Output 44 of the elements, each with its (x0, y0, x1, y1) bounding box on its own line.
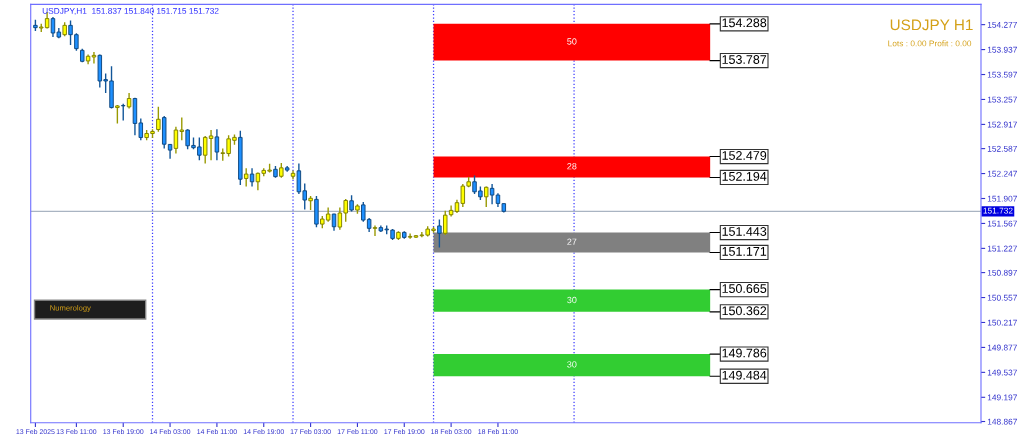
y-tick-label: 154.277 (987, 21, 1017, 28)
annotation: 151.443 (722, 227, 767, 236)
y-tick-label: 153.597 (987, 71, 1017, 78)
candlestick (249, 167, 255, 188)
annotation: 150.362 (722, 306, 767, 316)
candlestick (443, 210, 448, 236)
y-tick-label: 151.227 (987, 245, 1017, 252)
y-tick-label: 152.917 (987, 121, 1017, 128)
annotation: 153.787 (722, 55, 767, 64)
band-label: 30 (567, 296, 577, 304)
y-tick-label: 152.587 (987, 145, 1017, 152)
y-tick-label: 149.877 (987, 344, 1017, 351)
band-label: 28 (567, 163, 577, 170)
annotation: 152.194 (722, 171, 767, 181)
annotation: 154.288 (722, 18, 767, 28)
annotation: 149.786 (722, 348, 767, 358)
y-tick-label: 153.937 (987, 46, 1017, 53)
annotation: 149.484 (722, 370, 767, 380)
annotation: 151.171 (722, 247, 767, 256)
chart-title: USDJPY,H1 151.837 151.840 151.715 151.732 (42, 7, 219, 15)
candlestick (437, 218, 442, 249)
candlestick (243, 167, 249, 188)
band-label: 50 (567, 38, 577, 45)
band-label: 27 (567, 238, 577, 245)
y-tick-label: 149.197 (987, 394, 1017, 401)
y-tick-label: 148.867 (987, 418, 1017, 425)
candlestick (372, 224, 378, 237)
y-tick-label: 151.907 (987, 195, 1017, 202)
ref-line-label: 151.732 (983, 207, 1013, 214)
band-label: 30 (567, 361, 577, 368)
candlestick (214, 128, 220, 161)
y-tick-label: 153.257 (987, 96, 1017, 103)
y-tick-label: 150.217 (987, 319, 1017, 326)
annotation: 150.665 (722, 284, 767, 293)
candlestick (115, 104, 120, 125)
y-tick-label: 150.557 (987, 294, 1017, 301)
candlestick (156, 106, 161, 133)
text: USDJPY H1 (890, 19, 973, 31)
y-tick-label: 149.537 (987, 369, 1017, 376)
y-tick-label: 150.897 (987, 269, 1017, 276)
annotation: Lots : 0.00 Profit : 0.00 (888, 40, 972, 47)
annotation: 152.479 (722, 151, 767, 160)
y-tick-label: 152.247 (987, 170, 1017, 177)
y-tick-label: 151.567 (987, 220, 1017, 227)
